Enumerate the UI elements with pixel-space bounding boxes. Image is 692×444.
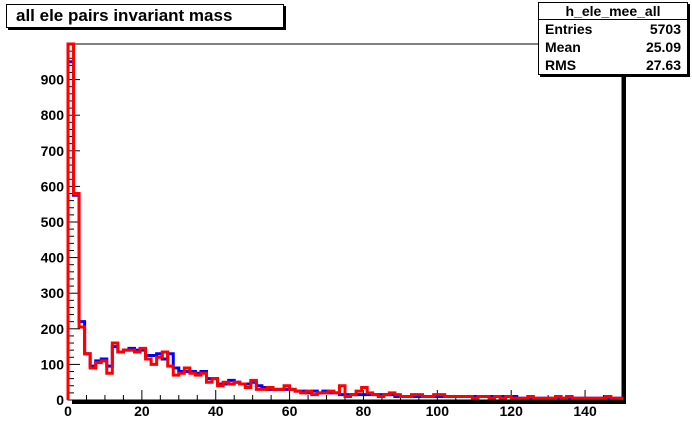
plot-frame <box>67 43 623 401</box>
series-layer <box>66 42 624 400</box>
y-tick-label: 600 <box>41 178 65 194</box>
histogram-series-1 <box>66 42 624 400</box>
stats-value: 25.09 <box>645 39 681 55</box>
x-tick-label: 40 <box>208 403 224 419</box>
x-tick-label: 20 <box>134 403 150 419</box>
tick-labels: 0 20 40 60 80 100 120 140 0 100 200 300 400 500 600 700… <box>41 72 597 419</box>
y-tick-label: 100 <box>41 356 65 372</box>
stats-histogram-name: h_ele_mee_all <box>539 3 687 20</box>
stats-row-entries: Entries 5703 <box>539 20 687 38</box>
stats-row-rms: RMS 27.63 <box>539 56 687 74</box>
stats-label: Entries <box>545 21 593 37</box>
x-tick-label: 100 <box>426 403 450 419</box>
stats-box: h_ele_mee_all Entries 5703 Mean 25.09 RM… <box>538 2 688 75</box>
y-tick-label: 0 <box>56 392 64 408</box>
x-tick-label: 140 <box>573 403 597 419</box>
stats-label: Mean <box>545 39 581 55</box>
stats-row-mean: Mean 25.09 <box>539 38 687 56</box>
x-tick-label: 120 <box>500 403 524 419</box>
x-tick-label: 80 <box>356 403 372 419</box>
stats-value: 27.63 <box>645 57 681 73</box>
plot-title: all ele pairs invariant mass <box>6 4 284 28</box>
y-tick-label: 500 <box>41 214 65 230</box>
y-tick-label: 700 <box>41 143 65 159</box>
y-tick-label: 400 <box>41 250 65 266</box>
x-tick-label: 0 <box>64 403 72 419</box>
x-tick-label: 60 <box>282 403 298 419</box>
y-tick-label: 800 <box>41 107 65 123</box>
y-tick-label: 200 <box>41 321 65 337</box>
y-tick-label: 300 <box>41 285 65 301</box>
y-tick-label: 900 <box>41 72 65 88</box>
stats-label: RMS <box>545 57 577 73</box>
stats-value: 5703 <box>649 21 681 37</box>
